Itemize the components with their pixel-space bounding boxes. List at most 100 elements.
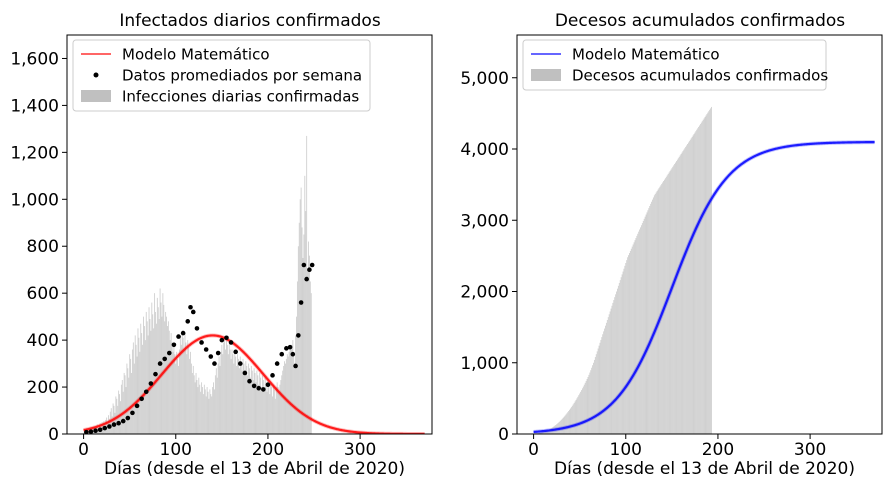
bar (252, 371, 253, 434)
bar (676, 161, 677, 434)
bar (250, 378, 251, 434)
bar (573, 404, 574, 434)
bar (224, 338, 225, 434)
bar (187, 340, 188, 434)
bar (574, 403, 575, 434)
bar (619, 283, 620, 434)
bar (614, 297, 615, 434)
bar (595, 357, 596, 434)
data-point (176, 334, 181, 339)
y-tick-label: 3,000 (460, 211, 509, 231)
bar (671, 168, 672, 434)
bar (166, 317, 167, 434)
bar (219, 357, 220, 434)
bar (115, 396, 116, 434)
bar (644, 219, 645, 434)
bar (649, 206, 650, 434)
bar (305, 211, 306, 434)
bar (608, 317, 609, 434)
data-point (172, 343, 177, 348)
bar (191, 364, 192, 434)
bar (216, 368, 217, 434)
x-axis-label: Días (desde el 13 de Abril de 2020) (554, 459, 855, 479)
legend-label: Modelo Matemático (572, 46, 720, 64)
bar (601, 337, 602, 434)
bar (568, 411, 569, 434)
bar (201, 382, 202, 434)
bar (674, 164, 675, 434)
y-tick-label: 1,000 (460, 354, 509, 374)
bar (256, 371, 257, 434)
data-point (229, 340, 234, 345)
bar (592, 365, 593, 434)
bar (633, 244, 634, 434)
bar (246, 366, 247, 434)
bar (181, 345, 182, 434)
data-point (199, 340, 204, 345)
bar (218, 364, 219, 434)
bar (154, 293, 155, 434)
bar (188, 347, 189, 434)
bar (272, 396, 273, 434)
data-point (288, 345, 293, 350)
bar (670, 171, 671, 434)
bar (171, 333, 172, 434)
bar (699, 125, 700, 434)
bar (194, 375, 195, 434)
bar (234, 352, 235, 434)
bar (570, 408, 571, 434)
bar (583, 387, 584, 434)
bar (704, 118, 705, 434)
bar (682, 151, 683, 434)
bar (299, 223, 300, 434)
bar (260, 378, 261, 434)
bar (694, 133, 695, 434)
bar (587, 379, 588, 434)
bar (582, 388, 583, 434)
bar (266, 382, 267, 434)
bar (189, 359, 190, 434)
bar (255, 373, 256, 434)
data-point (204, 347, 209, 352)
bar (176, 352, 177, 434)
bar (710, 108, 711, 434)
bar (193, 366, 194, 434)
bar (600, 343, 601, 434)
bar (694, 134, 695, 434)
bar (192, 373, 193, 434)
data-point (310, 263, 315, 268)
bar (309, 256, 310, 434)
bar (271, 387, 272, 434)
bar (138, 338, 139, 434)
bar (197, 380, 198, 434)
data-point (224, 335, 229, 340)
x-tick-label: 0 (528, 440, 539, 460)
bar (679, 157, 680, 434)
bar (611, 309, 612, 434)
bar (162, 293, 163, 434)
bar (641, 225, 642, 434)
bar (577, 397, 578, 434)
bar (228, 354, 229, 434)
bar (637, 234, 638, 434)
data-point (188, 305, 193, 310)
y-tick-label: 0 (498, 425, 509, 445)
x-tick-label: 300 (344, 440, 376, 460)
data-point (98, 427, 103, 432)
bar (253, 380, 254, 434)
bar (202, 387, 203, 434)
bar (301, 188, 302, 434)
data-point (208, 354, 213, 359)
bar (161, 303, 162, 434)
legend-label: Modelo Matemático (122, 46, 270, 64)
bar (280, 380, 281, 434)
bar (630, 251, 631, 434)
data-point (307, 267, 312, 272)
data-point (158, 361, 163, 366)
bar (206, 396, 207, 434)
bar (302, 227, 303, 434)
bar (597, 351, 598, 434)
bar (596, 354, 597, 434)
bar (623, 272, 624, 434)
bar (178, 366, 179, 434)
